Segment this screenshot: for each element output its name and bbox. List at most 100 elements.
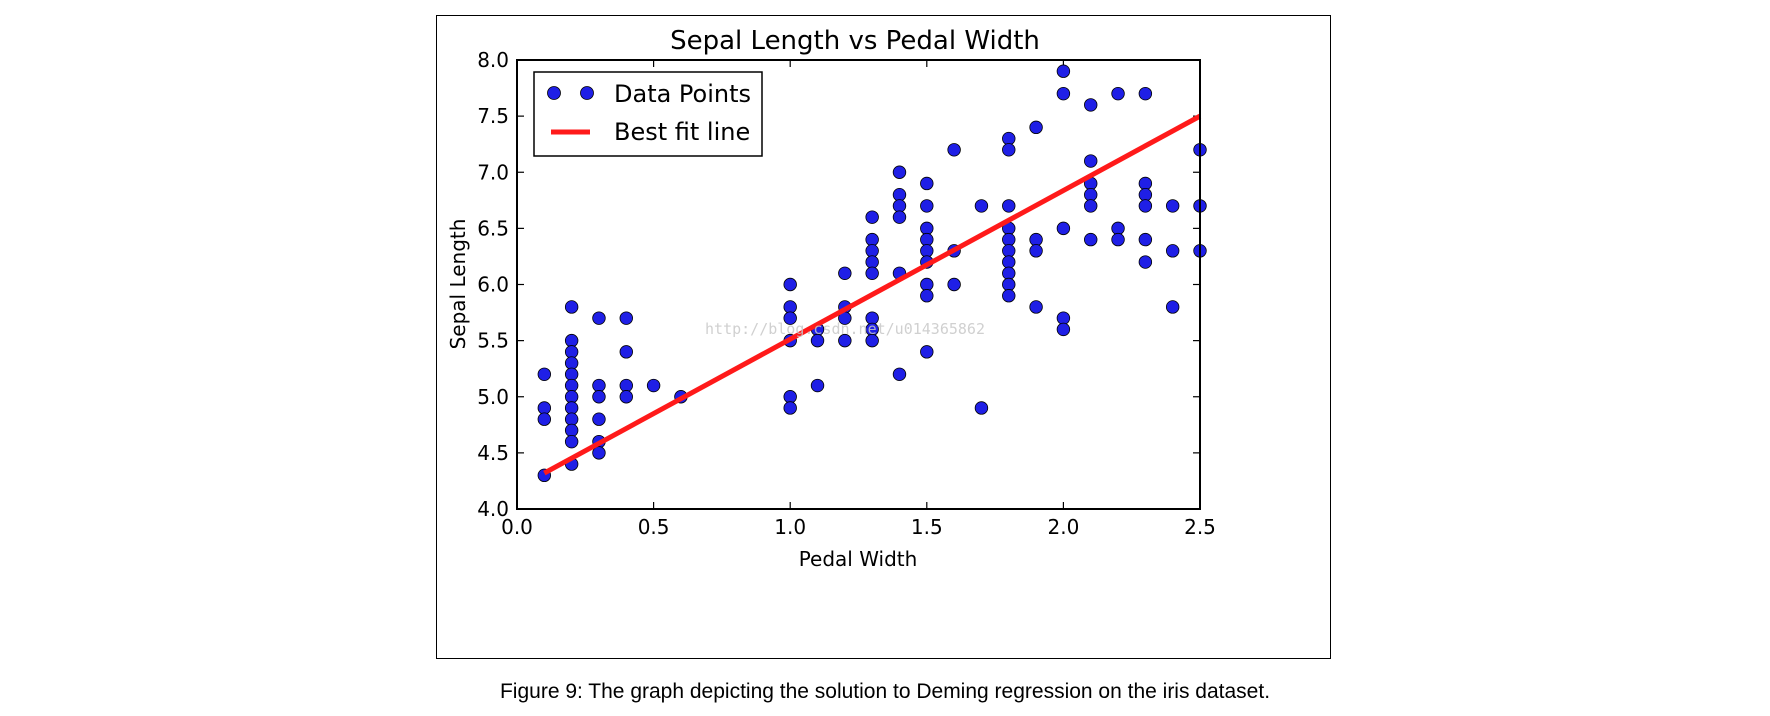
data-point bbox=[892, 210, 907, 224]
data-point bbox=[619, 390, 633, 404]
legend-label-data-points: Data Points bbox=[614, 80, 751, 108]
data-point bbox=[619, 378, 633, 393]
x-tick-label: 1.5 bbox=[911, 515, 943, 539]
figure-frame: Sepal Length vs Pedal Width 0.0 0.5 1.0 1.5… bbox=[436, 15, 1331, 659]
y-tick-label: 6.0 bbox=[477, 273, 509, 297]
y-tick-label: 6.5 bbox=[477, 216, 509, 240]
data-point bbox=[865, 244, 879, 258]
legend-marker-data-points bbox=[580, 86, 594, 100]
y-tick-label: 7.5 bbox=[477, 104, 509, 128]
watermark-text: http://blog.csdn.net/u014365862 bbox=[705, 320, 985, 338]
data-point bbox=[810, 333, 825, 348]
data-point bbox=[564, 300, 579, 314]
data-point bbox=[1056, 221, 1071, 236]
data-point bbox=[1084, 98, 1098, 112]
data-point bbox=[920, 232, 934, 247]
data-point bbox=[920, 176, 934, 191]
data-point bbox=[1029, 300, 1043, 314]
data-point bbox=[564, 345, 579, 359]
data-point bbox=[537, 401, 552, 415]
data-point bbox=[619, 345, 633, 359]
data-point bbox=[1165, 300, 1180, 314]
data-point bbox=[920, 244, 934, 258]
x-axis-ticks: 0.0 0.5 1.0 1.5 2.0 2.5 bbox=[501, 60, 1216, 539]
data-point bbox=[810, 378, 825, 393]
data-point bbox=[974, 199, 989, 213]
data-point bbox=[564, 378, 579, 393]
series-layer bbox=[537, 64, 1207, 483]
data-point bbox=[1084, 199, 1098, 213]
data-point bbox=[892, 367, 907, 382]
data-point bbox=[1138, 176, 1153, 191]
data-point bbox=[592, 412, 606, 426]
data-point bbox=[892, 165, 907, 179]
data-point bbox=[1138, 255, 1153, 269]
data-point bbox=[838, 266, 852, 280]
data-point bbox=[619, 311, 633, 325]
x-axis-label: Pedal Width bbox=[799, 547, 918, 571]
chart-svg: Sepal Length vs Pedal Width 0.0 0.5 1.0 1.5… bbox=[446, 26, 1216, 571]
data-point bbox=[1002, 232, 1016, 247]
data-point bbox=[974, 401, 989, 415]
data-point bbox=[564, 401, 579, 415]
best-fit-line bbox=[543, 113, 1202, 476]
data-point bbox=[920, 277, 934, 292]
x-tick-label: 2.0 bbox=[1047, 515, 1079, 539]
data-point bbox=[1029, 120, 1043, 135]
legend: Data Points Best fit line bbox=[533, 71, 763, 157]
chart-title: Sepal Length vs Pedal Width bbox=[670, 26, 1040, 56]
data-point bbox=[592, 378, 606, 393]
data-point bbox=[1056, 64, 1071, 78]
data-point bbox=[1002, 289, 1016, 303]
x-tick-label: 0.5 bbox=[638, 515, 670, 539]
data-point bbox=[564, 434, 579, 449]
data-point bbox=[1138, 199, 1153, 213]
data-point bbox=[537, 367, 552, 382]
data-point bbox=[865, 333, 879, 348]
data-point bbox=[1138, 232, 1153, 247]
data-point bbox=[1002, 143, 1016, 157]
figure-caption: Figure 9: The graph depicting the soluti… bbox=[499, 680, 1271, 703]
y-axis-label: Sepal Length bbox=[446, 219, 470, 350]
data-point bbox=[1056, 86, 1071, 101]
data-point bbox=[1111, 86, 1125, 101]
data-point bbox=[564, 390, 579, 404]
data-point bbox=[646, 378, 661, 393]
legend-label-best-fit: Best fit line bbox=[614, 118, 750, 146]
data-point bbox=[1111, 221, 1125, 236]
data-point bbox=[592, 446, 606, 460]
data-point bbox=[564, 412, 579, 426]
legend-marker-data-points bbox=[547, 86, 561, 100]
data-point bbox=[783, 401, 797, 415]
data-point bbox=[920, 289, 934, 303]
data-point bbox=[865, 232, 879, 247]
data-point bbox=[947, 143, 961, 157]
data-point bbox=[783, 390, 797, 404]
data-point bbox=[1138, 187, 1153, 202]
data-point bbox=[1002, 255, 1016, 269]
y-tick-label: 5.0 bbox=[477, 385, 509, 409]
data-point bbox=[564, 423, 579, 438]
data-point bbox=[1002, 131, 1016, 146]
data-point bbox=[1002, 277, 1016, 292]
data-point bbox=[865, 210, 879, 224]
y-tick-label: 5.5 bbox=[477, 329, 509, 353]
data-point bbox=[564, 356, 579, 370]
x-tick-label: 1.0 bbox=[774, 515, 806, 539]
data-point bbox=[1084, 154, 1098, 168]
data-point bbox=[1084, 187, 1098, 202]
data-point bbox=[783, 277, 797, 292]
data-point bbox=[783, 300, 797, 314]
data-point bbox=[1029, 244, 1043, 258]
data-point bbox=[1056, 311, 1071, 325]
data-point bbox=[537, 412, 552, 426]
data-point bbox=[1084, 232, 1098, 247]
y-tick-label: 8.0 bbox=[477, 48, 509, 72]
data-point bbox=[920, 221, 934, 236]
data-point bbox=[865, 255, 879, 269]
plot-border bbox=[516, 59, 1201, 510]
data-point bbox=[1002, 199, 1016, 213]
x-tick-label: 2.5 bbox=[1184, 515, 1216, 539]
data-point bbox=[892, 199, 907, 213]
data-point bbox=[1165, 199, 1180, 213]
